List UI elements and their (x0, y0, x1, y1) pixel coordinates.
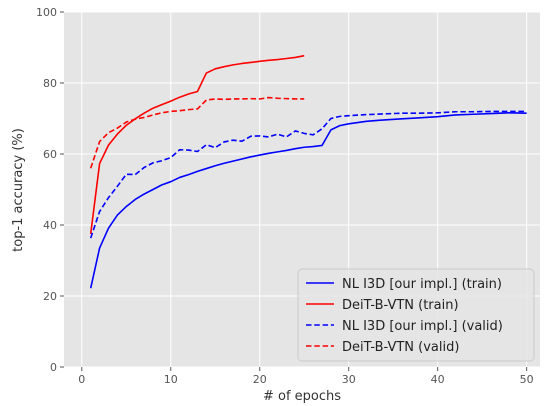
legend: NL I3D [our impl.] (train) DeiT-B-VTN (tr… (297, 268, 535, 362)
y-axis-label: top-1 accuracy (%) (11, 128, 26, 252)
series-line-4 (89, 96, 305, 169)
x-axis-label: # of epochs (263, 389, 341, 404)
legend-box (297, 268, 535, 362)
x-tick-label: 10 (164, 373, 178, 386)
x-axis-ticks: 0 10 20 30 40 50 (78, 367, 534, 386)
series-line-3 (89, 110, 527, 239)
x-tick-label: 40 (431, 373, 445, 386)
y-tick-label: 20 (43, 290, 57, 303)
x-tick-label: 30 (342, 373, 356, 386)
legend-label-3: NL I3D [our impl.] (valid) (342, 319, 503, 334)
y-tick-label: 100 (36, 6, 57, 19)
series-line-1 (89, 112, 527, 289)
legend-label-1: NL I3D [our impl.] (train) (342, 277, 502, 292)
grid (64, 11, 540, 368)
y-tick-label: 60 (43, 148, 57, 161)
series-line-2 (89, 54, 305, 234)
legend-label-4: DeiT-B-VTN (valid) (342, 340, 459, 355)
legend-label-2: DeiT-B-VTN (train) (342, 298, 459, 313)
x-tick-label: 20 (253, 373, 267, 386)
y-tick-label: 80 (43, 77, 57, 90)
y-tick-label: 40 (43, 219, 57, 232)
x-tick-label: 50 (520, 373, 534, 386)
y-tick-label: 0 (50, 361, 57, 374)
series-layer (89, 54, 527, 289)
x-tick-label: 0 (78, 373, 85, 386)
y-axis-ticks: 0 20 40 60 80 100 (36, 6, 64, 374)
